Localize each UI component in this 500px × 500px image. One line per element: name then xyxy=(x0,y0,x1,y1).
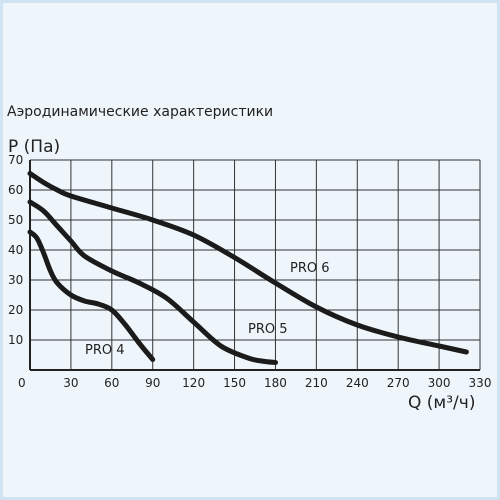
x-axis-title: Q (м³/ч) xyxy=(408,393,475,413)
y-tick-label: 40 xyxy=(8,243,23,257)
y-tick-label: 50 xyxy=(8,213,23,227)
grid xyxy=(30,159,481,370)
tick-labels: 0 30 60 90 120 150 180 210 240 270 300 330 10 20 30 40 5… xyxy=(8,153,491,390)
series-label-pro-6: PRO 6 xyxy=(290,261,330,276)
x-tick-label: 0 xyxy=(18,376,26,390)
x-tick-label: 30 xyxy=(63,376,78,390)
x-tick-label: 210 xyxy=(305,376,328,390)
x-tick-label: 270 xyxy=(387,376,410,390)
x-tick-label: 180 xyxy=(264,376,287,390)
series-label-pro-5: PRO 5 xyxy=(248,322,288,337)
y-tick-label: 30 xyxy=(8,273,23,287)
series-line-pro-5 xyxy=(27,199,278,365)
series-labels: PRO 4 PRO 5 PRO 6 xyxy=(85,261,330,358)
x-tick-label: 300 xyxy=(428,376,451,390)
x-tick-label: 90 xyxy=(145,376,160,390)
y-tick-label: 60 xyxy=(8,183,23,197)
x-tick-label: 150 xyxy=(223,376,246,390)
series-lines xyxy=(27,171,469,365)
y-tick-label: 10 xyxy=(8,333,23,347)
y-tick-label: 70 xyxy=(8,153,23,167)
x-tick-label: 60 xyxy=(104,376,119,390)
x-tick-label: 240 xyxy=(346,376,369,390)
x-tick-label: 120 xyxy=(182,376,205,390)
y-tick-label: 20 xyxy=(8,303,23,317)
x-tick-label: 330 xyxy=(469,376,492,390)
axes xyxy=(29,160,480,371)
y-axis-title: P (Па) xyxy=(8,137,60,157)
series-line-pro-6 xyxy=(27,171,469,355)
series-label-pro-4: PRO 4 xyxy=(85,343,125,358)
series-line-pro-4 xyxy=(27,229,156,362)
chart-title: Аэродинамические характеристики xyxy=(7,104,274,120)
